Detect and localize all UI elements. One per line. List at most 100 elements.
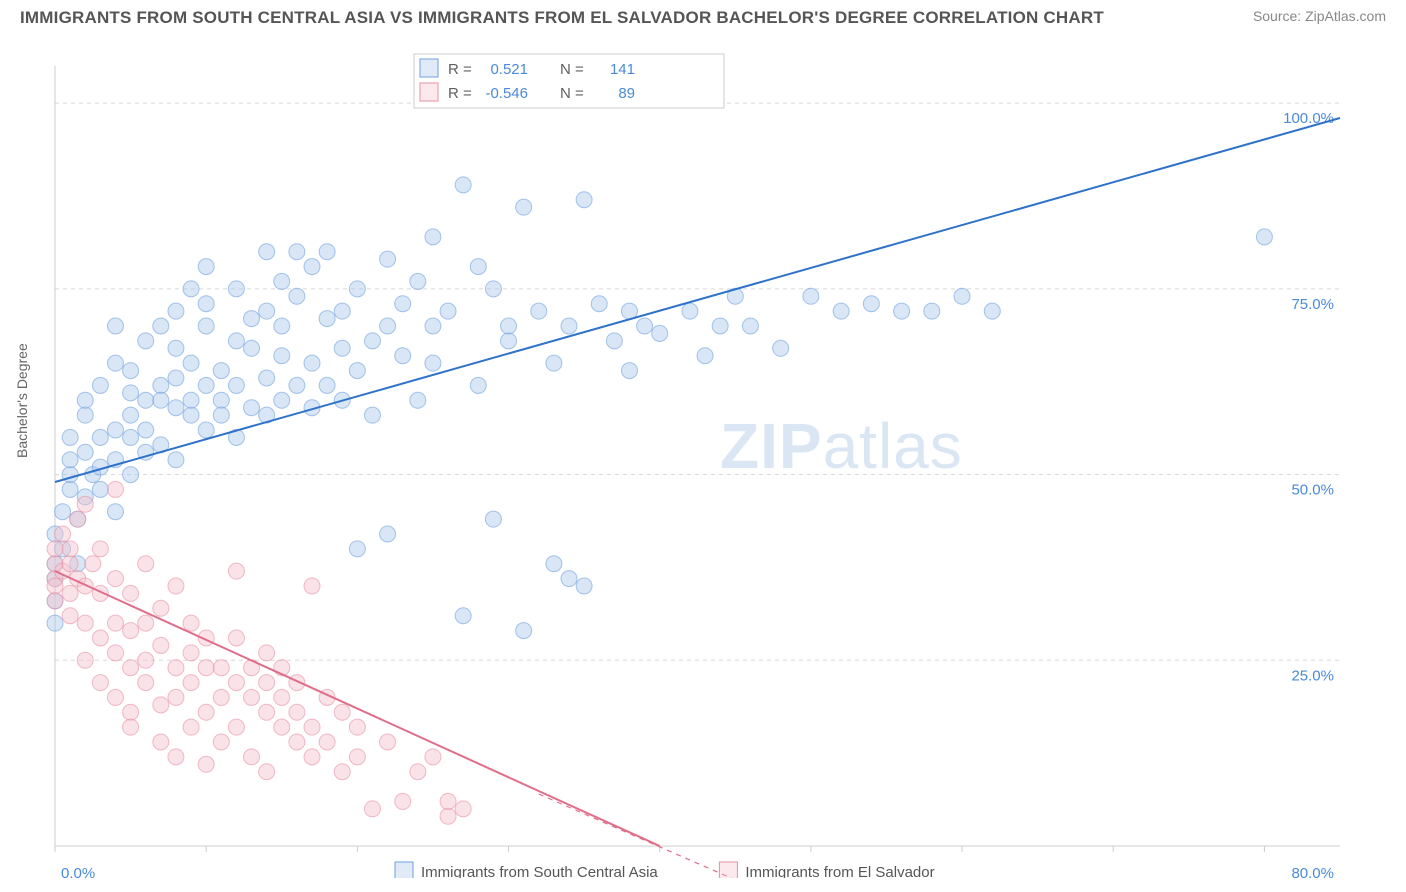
legend-n-value: 89 (618, 85, 635, 102)
data-point (70, 511, 86, 527)
data-point (954, 288, 970, 304)
data-point (289, 704, 305, 720)
data-point (773, 340, 789, 356)
data-point (55, 526, 71, 542)
data-point (123, 719, 139, 735)
data-point (228, 377, 244, 393)
data-point (364, 801, 380, 817)
y-tick-label: 50.0% (1291, 482, 1334, 499)
data-point (77, 578, 93, 594)
data-point (395, 296, 411, 312)
data-point (183, 675, 199, 691)
legend-swatch (420, 83, 438, 101)
data-point (319, 377, 335, 393)
data-point (198, 704, 214, 720)
data-point (319, 734, 335, 750)
data-point (183, 615, 199, 631)
data-point (289, 377, 305, 393)
data-point (168, 340, 184, 356)
data-point (304, 719, 320, 735)
data-point (183, 719, 199, 735)
data-point (138, 615, 154, 631)
data-point (228, 719, 244, 735)
data-point (107, 645, 123, 661)
data-point (183, 392, 199, 408)
data-point (168, 749, 184, 765)
legend-n-label: N = (560, 85, 584, 102)
data-point (304, 578, 320, 594)
data-point (213, 734, 229, 750)
data-point (516, 199, 532, 215)
data-point (289, 288, 305, 304)
data-point (47, 578, 63, 594)
data-point (123, 385, 139, 401)
data-point (55, 504, 71, 520)
data-point (107, 422, 123, 438)
data-point (455, 177, 471, 193)
data-point (894, 303, 910, 319)
data-point (77, 444, 93, 460)
data-point (228, 333, 244, 349)
data-point (47, 593, 63, 609)
data-point (183, 645, 199, 661)
data-point (153, 697, 169, 713)
data-point (123, 623, 139, 639)
data-point (259, 675, 275, 691)
data-point (259, 704, 275, 720)
data-point (833, 303, 849, 319)
data-point (77, 652, 93, 668)
data-point (425, 229, 441, 245)
data-point (198, 296, 214, 312)
data-point (984, 303, 1000, 319)
data-point (213, 363, 229, 379)
data-point (123, 704, 139, 720)
data-point (349, 363, 365, 379)
data-point (62, 608, 78, 624)
data-point (561, 571, 577, 587)
legend-n-label: N = (560, 61, 584, 78)
y-tick-label: 25.0% (1291, 667, 1334, 684)
data-point (349, 719, 365, 735)
data-point (244, 689, 260, 705)
data-point (334, 340, 350, 356)
data-point (183, 355, 199, 371)
data-point (546, 556, 562, 572)
data-point (198, 422, 214, 438)
data-point (107, 504, 123, 520)
data-point (334, 303, 350, 319)
y-tick-label: 100.0% (1283, 110, 1334, 127)
data-point (138, 556, 154, 572)
data-point (244, 311, 260, 327)
data-point (107, 481, 123, 497)
data-point (259, 370, 275, 386)
data-point (244, 340, 260, 356)
data-point (153, 377, 169, 393)
data-point (259, 764, 275, 780)
data-point (138, 652, 154, 668)
data-point (304, 749, 320, 765)
data-point (425, 318, 441, 334)
data-point (228, 281, 244, 297)
bottom-legend-label: Immigrants from South Central Asia (421, 864, 658, 878)
data-point (77, 392, 93, 408)
data-point (168, 370, 184, 386)
data-point (92, 377, 108, 393)
data-point (77, 615, 93, 631)
data-point (561, 318, 577, 334)
data-point (123, 407, 139, 423)
bottom-legend-label: Immigrants from El Salvador (745, 864, 934, 878)
data-point (652, 325, 668, 341)
data-point (516, 623, 532, 639)
data-point (274, 318, 290, 334)
data-point (168, 660, 184, 676)
data-point (863, 296, 879, 312)
data-point (213, 392, 229, 408)
data-point (198, 318, 214, 334)
data-point (289, 244, 305, 260)
data-point (364, 333, 380, 349)
data-point (697, 348, 713, 364)
data-point (274, 348, 290, 364)
x-min-label: 0.0% (61, 865, 95, 878)
bottom-legend-swatch (719, 862, 737, 878)
data-point (244, 400, 260, 416)
